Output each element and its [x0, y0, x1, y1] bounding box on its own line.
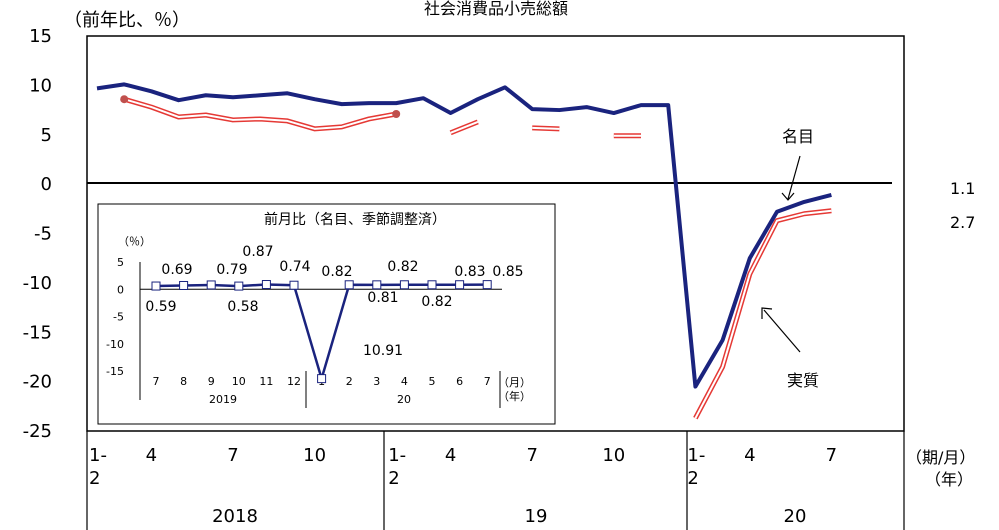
inset-data-label: 0.79 — [216, 262, 247, 278]
y-tick-label: 0 — [41, 174, 52, 195]
inset-chart: 前月比（名目、季節調整済） （％） （月） （年） 5 0 -5 -10 -15 7 8 9… — [97, 203, 556, 425]
inset-x-tick-label: 12 — [287, 375, 301, 388]
x-tick-label: 10 — [602, 445, 625, 466]
y-tick-label: 15 — [29, 26, 52, 47]
x-tick-label-sub: 2 — [89, 468, 100, 489]
series-real-point — [392, 110, 401, 119]
inset-data-label: 0.83 — [454, 264, 485, 280]
inset-data-label: 10.91 — [363, 343, 403, 359]
inset-data-label: 0.82 — [387, 259, 418, 275]
inset-series-point — [206, 280, 216, 290]
series-nominal-line — [96, 82, 832, 389]
inset-data-label: 0.58 — [227, 299, 258, 315]
inset-title: 前月比（名目、季節調整済） — [264, 211, 446, 228]
series-real-line-core — [532, 126, 560, 130]
inset-series-point — [482, 280, 492, 290]
annotation-nominal-arrowhead — [781, 192, 795, 201]
inset-x-tick-label: 3 — [373, 375, 380, 388]
nominal-end-label: 1.1 — [950, 179, 975, 198]
x-tick-label: 1- — [687, 445, 705, 466]
inset-series-point — [372, 280, 382, 290]
inset-x-tick-label: 9 — [208, 375, 215, 388]
inset-data-label: 0.85 — [492, 264, 523, 280]
inset-data-label: 0.74 — [279, 259, 310, 275]
inset-y-tick-label: -5 — [113, 311, 124, 324]
inset-series-point — [399, 280, 409, 290]
inset-x-tick-label: 11 — [259, 375, 273, 388]
x-tick-label: 4 — [744, 445, 755, 466]
inset-series-point — [344, 280, 354, 290]
inset-series-point — [427, 280, 437, 290]
inset-x-unit-month: （月） — [498, 376, 531, 389]
inset-x-tick-label: 7 — [153, 375, 160, 388]
inset-series-point — [151, 281, 161, 291]
inset-y-tick-label: -15 — [106, 365, 124, 378]
series-real-line-core — [450, 120, 479, 134]
y-tick-label: 10 — [29, 75, 52, 96]
y-tick-label: -20 — [23, 372, 52, 393]
inset-series-point — [289, 280, 299, 290]
x-tick-label-sub: 2 — [687, 468, 698, 489]
inset-year-label: 20 — [397, 393, 411, 406]
real-end-label: 2.7 — [950, 213, 975, 232]
inset-year-label: 2019 — [209, 393, 237, 406]
inset-y-label: （％） — [118, 235, 151, 248]
x-tick-label: 1- — [89, 445, 107, 466]
x-tick-label: 7 — [227, 445, 238, 466]
y-tick-label: -25 — [23, 421, 52, 442]
x-tick-label: 1- — [388, 445, 406, 466]
inset-y-tick-label: 0 — [117, 283, 124, 296]
x-tick-label: 4 — [445, 445, 456, 466]
year-label: 20 — [784, 506, 807, 527]
y-tick-label: -15 — [23, 322, 52, 343]
inset-data-label: 0.59 — [145, 299, 176, 315]
annotation-nominal-arrow — [787, 155, 801, 200]
y-tick-label: -10 — [23, 273, 52, 294]
inset-data-label: 0.69 — [161, 262, 192, 278]
x-tick-label: 7 — [526, 445, 537, 466]
inset-data-label: 0.82 — [421, 294, 452, 310]
inset-x-unit-year: （年） — [498, 389, 531, 403]
inset-series-point — [455, 280, 465, 290]
x-unit-label-year: （年） — [925, 470, 973, 489]
inset-x-tick-label: 2 — [346, 375, 353, 388]
inset-frame — [97, 203, 556, 425]
inset-x-tick-label: 4 — [401, 375, 408, 388]
y-tick-label: -5 — [34, 224, 52, 245]
inset-series-point — [234, 281, 244, 291]
annotation-real: 実質 — [787, 371, 819, 390]
x-tick-label: 4 — [146, 445, 157, 466]
inset-data-label: 0.87 — [242, 244, 273, 260]
annotation-real-arrow — [763, 309, 801, 353]
series-real-point — [120, 95, 129, 104]
inset-data-label: 0.82 — [321, 264, 352, 280]
inset-x-tick-label: 6 — [456, 375, 463, 388]
annotation-real-arrowhead — [761, 307, 773, 319]
x-tick-label: 7 — [826, 445, 837, 466]
inset-x-tick-label: 10 — [232, 375, 246, 388]
year-label: 19 — [525, 506, 548, 527]
series-real-line-core — [123, 98, 397, 130]
inset-x-tick-label: 7 — [484, 375, 491, 388]
inset-x-tick-label: 8 — [180, 375, 187, 388]
x-tick-label: 10 — [303, 445, 326, 466]
year-label: 2018 — [212, 506, 258, 527]
x-tick-label-sub: 2 — [388, 468, 399, 489]
y-tick-label: 5 — [41, 125, 52, 146]
inset-series-point — [317, 374, 327, 384]
inset-series-point — [261, 280, 271, 290]
chart-title: 社会消費品小売総額 — [424, 0, 568, 18]
inset-y-tick-label: 5 — [117, 256, 124, 269]
inset-series-point — [179, 280, 189, 290]
annotation-nominal: 名目 — [782, 127, 814, 146]
inset-x-tick-label: 5 — [429, 375, 436, 388]
plot-frame — [86, 35, 905, 432]
series-real-line-core — [694, 209, 832, 419]
inset-y-tick-label: -10 — [106, 338, 124, 351]
inset-data-label: 0.81 — [367, 290, 398, 306]
x-unit-label-period: （期/月） — [906, 448, 975, 467]
y-axis-label: （前年比、％） — [64, 10, 190, 31]
